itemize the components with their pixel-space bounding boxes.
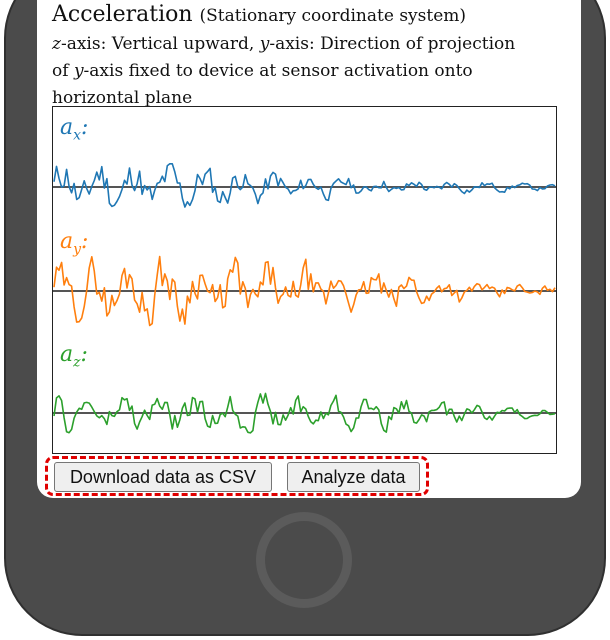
axis-description: z-axis: Vertical upward, y-axis: Directi…: [52, 31, 552, 112]
y-axis-text: -axis: Direction of projection: [269, 34, 516, 54]
download-csv-button[interactable]: Download data as CSV: [54, 462, 272, 492]
chart-canvas: [53, 162, 556, 434]
label-ax-sub: x: [73, 127, 82, 144]
title-subtitle: (Stationary coordinate system): [199, 6, 467, 26]
label-az-base: a: [60, 342, 74, 367]
page-title: Acceleration (Stationary coordinate syst…: [52, 2, 466, 27]
z-axis-var: z: [52, 34, 61, 54]
label-ax-suffix: :: [81, 115, 89, 140]
label-ay-suffix: :: [81, 229, 89, 254]
title-text: Acceleration: [52, 2, 193, 27]
series-line-a_z: [53, 392, 556, 434]
label-ay: ay:: [60, 229, 88, 257]
description-line-3: horizontal plane: [52, 88, 193, 108]
label-az-suffix: :: [80, 342, 88, 367]
label-ax: ax:: [60, 115, 88, 143]
label-az-sub: z: [73, 354, 81, 371]
analyze-data-button[interactable]: Analyze data: [287, 462, 420, 492]
description-line-1: z-axis: Vertical upward, y-axis: Directi…: [52, 31, 552, 58]
label-ay-base: a: [60, 229, 74, 254]
description-line-2: of y-axis fixed to device at sensor acti…: [52, 58, 552, 85]
series-line-a_y: [53, 255, 556, 327]
label-ax-base: a: [60, 115, 74, 140]
line2-prefix: of: [52, 61, 74, 81]
acceleration-chart: ax: ay: az:: [52, 106, 557, 454]
label-ay-sub: y: [73, 241, 82, 258]
series-line-a_x: [53, 162, 556, 208]
button-highlight-frame: [45, 456, 429, 496]
y-axis-var: y: [259, 34, 270, 54]
z-axis-text: -axis: Vertical upward,: [60, 34, 260, 54]
line2-text: -axis fixed to device at sensor activati…: [83, 61, 473, 81]
label-az: az:: [60, 342, 88, 370]
home-button[interactable]: [256, 512, 352, 608]
line2-var: y: [73, 61, 84, 81]
